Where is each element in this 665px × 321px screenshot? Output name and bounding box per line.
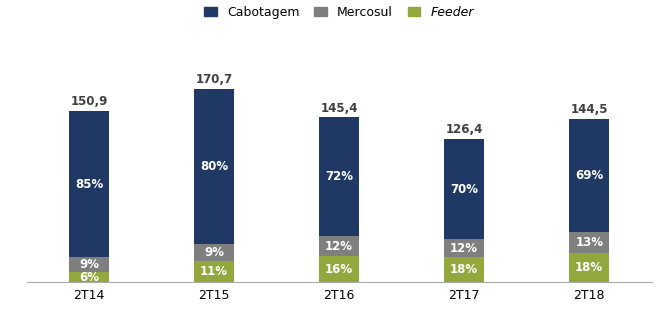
Text: 18%: 18%	[450, 263, 478, 276]
Text: 145,4: 145,4	[321, 102, 358, 115]
Text: 11%: 11%	[200, 265, 228, 278]
Bar	[319, 256, 359, 282]
Bar	[194, 244, 234, 261]
Text: 150,9: 150,9	[70, 95, 108, 108]
Text: 70%: 70%	[450, 183, 478, 196]
Bar	[444, 139, 484, 239]
Legend: Cabotagem, Mercosul, Feeder: Cabotagem, Mercosul, Feeder	[200, 1, 479, 24]
Text: 13%: 13%	[575, 236, 603, 249]
Text: 69%: 69%	[575, 169, 603, 182]
Bar	[194, 89, 234, 244]
Text: 9%: 9%	[204, 246, 224, 259]
Text: 170,7: 170,7	[196, 73, 233, 86]
Bar	[69, 257, 109, 272]
Text: 18%: 18%	[575, 261, 603, 274]
Text: 144,5: 144,5	[571, 103, 608, 116]
Bar	[319, 117, 359, 236]
Bar	[569, 232, 609, 253]
Text: 9%: 9%	[79, 258, 99, 271]
Bar	[444, 239, 484, 257]
Bar	[444, 257, 484, 282]
Text: 16%: 16%	[325, 263, 353, 276]
Text: 12%: 12%	[450, 242, 478, 255]
Bar	[569, 118, 609, 232]
Text: 72%: 72%	[325, 170, 353, 183]
Bar	[69, 272, 109, 282]
Text: 12%: 12%	[325, 240, 353, 253]
Bar	[69, 111, 109, 257]
Bar	[569, 253, 609, 282]
Text: 85%: 85%	[75, 178, 103, 191]
Bar	[194, 261, 234, 282]
Bar	[319, 236, 359, 256]
Text: 6%: 6%	[79, 271, 99, 284]
Text: 126,4: 126,4	[446, 123, 483, 136]
Text: 80%: 80%	[200, 160, 228, 173]
